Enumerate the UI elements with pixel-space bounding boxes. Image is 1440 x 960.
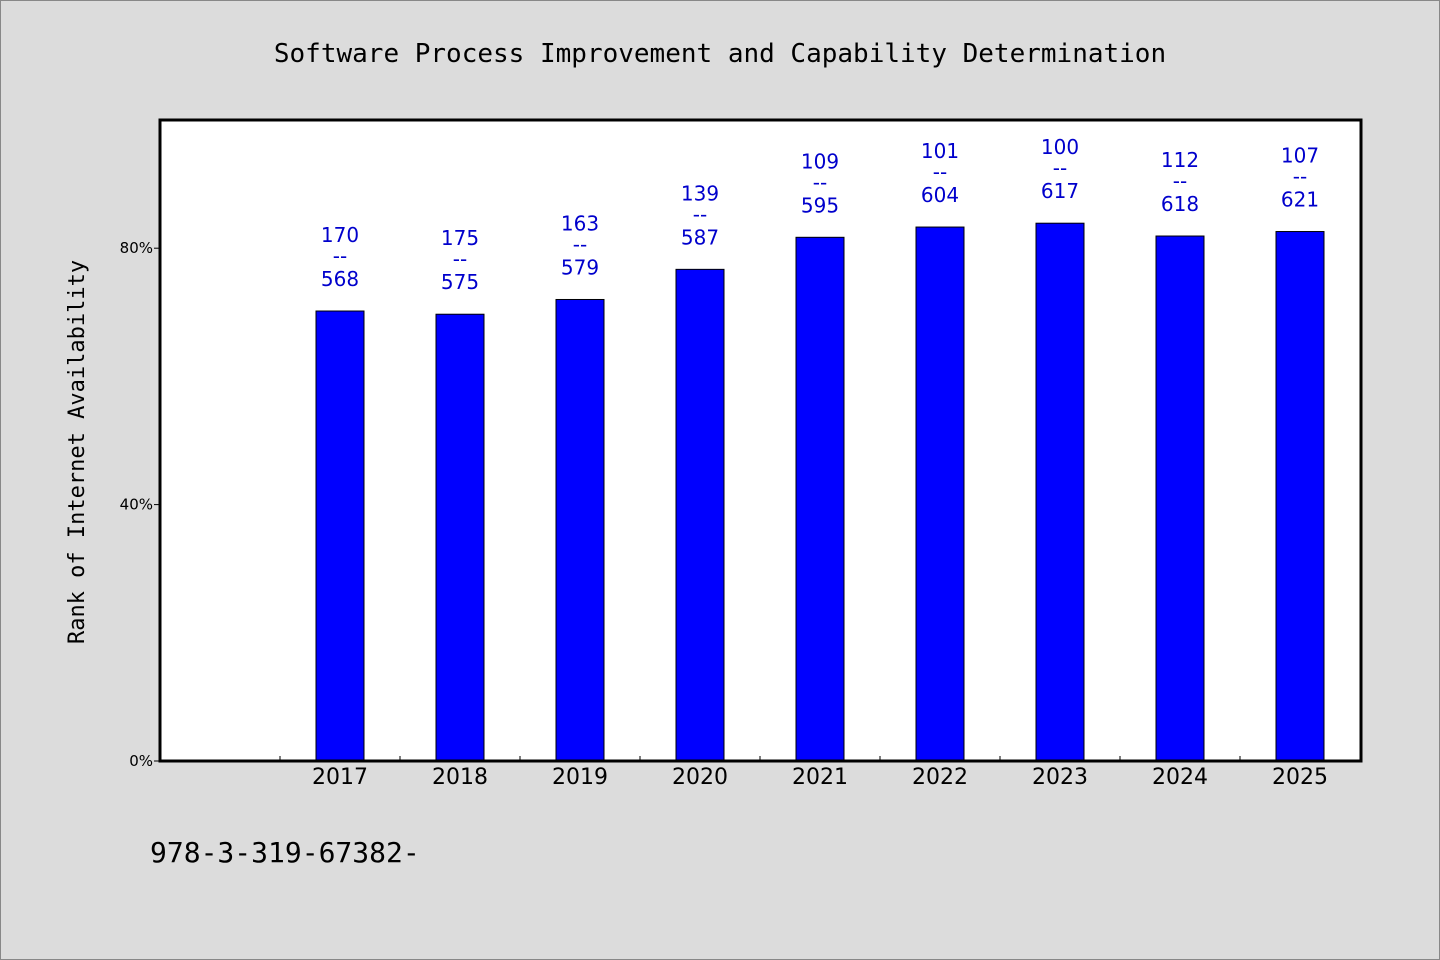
data-label-top: 163: [561, 211, 599, 235]
y-tick-label: 0%: [129, 752, 153, 770]
data-label-top: 175: [441, 226, 479, 250]
bar-2019: [555, 298, 605, 762]
x-tick-label: 2017: [312, 765, 368, 790]
data-label-sep: --: [453, 247, 467, 271]
bar-2021: [795, 236, 845, 762]
data-label-bottom: 568: [321, 267, 359, 291]
data-labels: 170--568175--575163--579139--587109--595…: [321, 135, 1319, 294]
x-tick-label: 2018: [432, 765, 488, 790]
bar-2017: [315, 310, 365, 762]
data-label-bottom: 604: [921, 183, 959, 207]
plot-border: [158, 118, 1363, 763]
x-axis-ticks: 2017 2018 2019 2020 2021 2022 2023 2024 2025: [279, 756, 1361, 790]
data-label-top: 109: [801, 149, 839, 173]
bar-2023: [1035, 222, 1085, 762]
x-tick-label: 2020: [672, 765, 728, 790]
x-tick-label: 2021: [792, 765, 848, 790]
x-tick-label: 2024: [1152, 765, 1208, 790]
y-tick-label: 40%: [120, 496, 153, 514]
bar-2018: [435, 313, 485, 762]
data-label-top: 112: [1161, 148, 1199, 172]
data-label-sep: --: [693, 202, 707, 226]
chart-title: Software Process Improvement and Capabil…: [274, 39, 1166, 69]
data-label-sep: --: [933, 160, 947, 184]
data-label-sep: --: [1053, 156, 1067, 180]
bar-2020: [675, 268, 725, 762]
data-label-sep: --: [1293, 165, 1307, 189]
data-label-bottom: 621: [1281, 188, 1319, 212]
data-label-top: 101: [921, 139, 959, 163]
footer-code: 978-3-319-67382-: [150, 836, 420, 869]
data-label-bottom: 587: [681, 225, 719, 249]
y-axis-ticks: 0% 40% 80%: [120, 239, 160, 770]
bar-2024: [1155, 235, 1205, 762]
bar-2022: [915, 226, 965, 762]
data-label-sep: --: [333, 244, 347, 268]
data-label-top: 139: [681, 181, 719, 205]
x-tick-label: 2019: [552, 765, 608, 790]
x-tick-label: 2025: [1272, 765, 1328, 790]
data-label-top: 107: [1281, 144, 1319, 168]
data-label-sep: --: [813, 170, 827, 194]
y-axis-label: Rank of Internet Availability: [65, 260, 90, 644]
x-tick-label: 2023: [1032, 765, 1088, 790]
data-label-bottom: 617: [1041, 179, 1079, 203]
data-label-bottom: 595: [801, 193, 839, 217]
data-label-top: 170: [321, 223, 359, 247]
data-label-sep: --: [1173, 169, 1187, 193]
data-label-sep: --: [573, 232, 587, 256]
y-tick-label: 80%: [120, 239, 153, 257]
x-tick-label: 2022: [912, 765, 968, 790]
data-label-top: 100: [1041, 135, 1079, 159]
data-label-bottom: 575: [441, 270, 479, 294]
data-label-bottom: 618: [1161, 192, 1199, 216]
data-label-bottom: 579: [561, 255, 599, 279]
bar-2025: [1275, 231, 1325, 762]
